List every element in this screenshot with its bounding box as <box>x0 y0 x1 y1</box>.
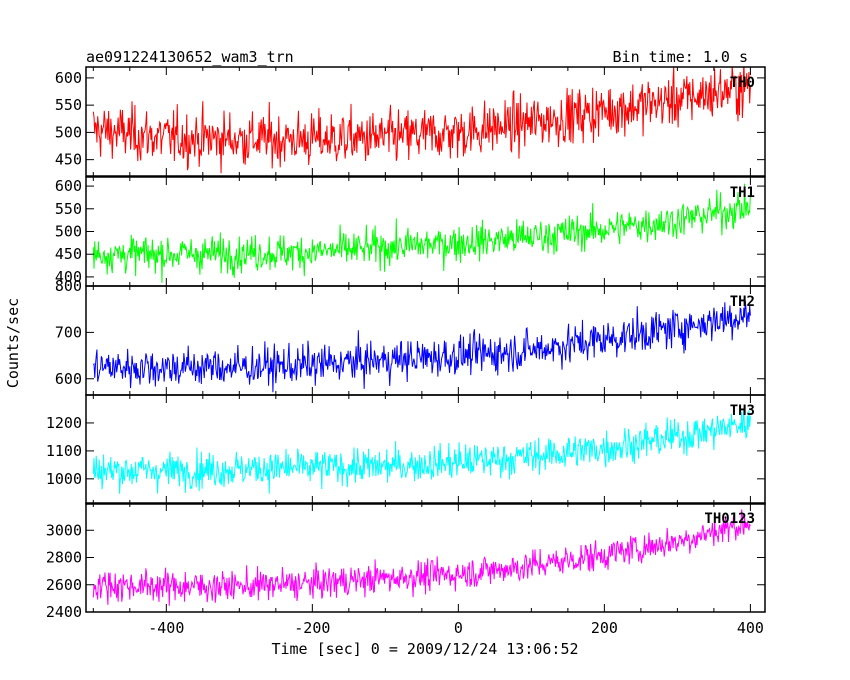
y-tick-label: 500 <box>55 123 82 141</box>
y-tick-label: 450 <box>55 151 82 169</box>
series-line-th0 <box>92 67 751 174</box>
y-tick-label: 1200 <box>46 414 82 432</box>
series-name-th0123: TH0123 <box>704 511 755 527</box>
x-tick-label: 400 <box>737 619 764 637</box>
series-line-th3 <box>92 407 751 494</box>
series-name-th3: TH3 <box>730 403 755 419</box>
panel-frame <box>85 394 766 505</box>
panels-group: 450 500 550 600 TH0 400 450 500 550 600 TH1 600 700 8… <box>46 66 766 621</box>
bin-time-label: Bin time: 1.0 s <box>613 48 748 66</box>
x-tick-label: 200 <box>591 619 618 637</box>
y-tick-label: 1000 <box>46 470 82 488</box>
series-name-th2: TH2 <box>730 294 755 310</box>
x-tick-label: 0 <box>454 619 463 637</box>
panel-th1: 400 450 500 550 600 TH1 <box>55 176 766 287</box>
series-line-th1 <box>92 183 751 283</box>
y-tick-label: 2600 <box>46 576 82 594</box>
x-tick-label: -400 <box>148 619 184 637</box>
panel-frame <box>85 176 766 287</box>
y-tick-label: 2400 <box>46 603 82 621</box>
panel-th0123: 2400 2600 2800 3000 TH0123 <box>46 502 766 621</box>
x-axis-title: Time [sec] 0 = 2009/12/24 13:06:52 <box>271 640 578 658</box>
panel-th0: 450 500 550 600 TH0 <box>55 66 766 177</box>
x-tick-label: -200 <box>294 619 330 637</box>
series-name-th1: TH1 <box>730 185 755 201</box>
y-tick-label: 500 <box>55 223 82 241</box>
y-tick-label: 700 <box>55 323 82 341</box>
panel-th2: 600 700 800 TH2 <box>55 277 766 396</box>
series-line-th0123 <box>92 509 751 606</box>
panel-frame <box>85 502 766 613</box>
y-tick-label: 600 <box>55 177 82 195</box>
panel-th3: 1000 1100 1200 TH3 <box>46 394 766 505</box>
figure-title: ae091224130652_wam3_trn <box>86 48 294 66</box>
y-tick-label: 550 <box>55 96 82 114</box>
y-tick-label: 600 <box>55 370 82 388</box>
series-name-th0: TH0 <box>730 75 755 91</box>
y-tick-label: 550 <box>55 200 82 218</box>
y-axis-title: Counts/sec <box>4 298 22 388</box>
panel-frame <box>85 285 766 396</box>
y-tick-label: 1100 <box>46 442 82 460</box>
y-tick-label: 800 <box>55 277 82 295</box>
y-tick-label: 3000 <box>46 521 82 539</box>
series-line-th2 <box>92 300 751 393</box>
y-tick-label: 400 <box>55 268 82 286</box>
y-tick-label: 450 <box>55 245 82 263</box>
panel-frame <box>85 66 766 177</box>
y-tick-label: 600 <box>55 69 82 87</box>
y-tick-label: 2800 <box>46 549 82 567</box>
x-axis: -400 -200 0 200 400 <box>148 619 764 637</box>
